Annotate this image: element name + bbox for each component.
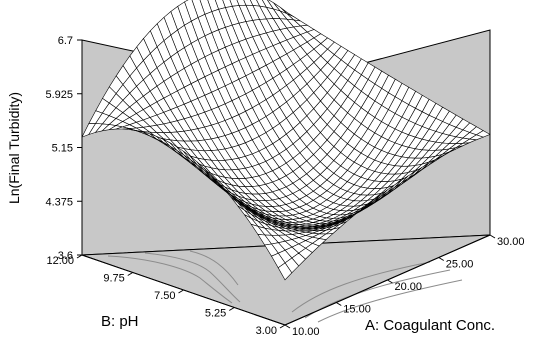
surface-cell <box>277 262 293 281</box>
contour-line <box>189 250 239 286</box>
y-tick-mark <box>279 324 286 329</box>
response-surface-mesh <box>81 0 491 281</box>
x-tick-label: 15.00 <box>343 304 371 316</box>
y-tick-label: 5.25 <box>205 308 226 320</box>
z-tick-label: 4.375 <box>45 196 73 208</box>
x-tick-label: 10.00 <box>292 326 320 338</box>
contour-line <box>107 255 233 304</box>
floor-contours <box>107 250 463 323</box>
y-tick-mark <box>127 272 134 276</box>
x-tick-mark <box>335 302 342 306</box>
x-tick-mark <box>438 257 445 261</box>
z-tick-label: 5.925 <box>45 89 73 101</box>
x-tick-label: 30.00 <box>497 236 525 248</box>
z-tick-label: 6.7 <box>58 35 73 47</box>
y-axis-title: B: pH <box>101 313 139 330</box>
x-tick-mark <box>489 234 496 239</box>
y-tick-mark <box>76 254 83 259</box>
y-tick-label: 9.75 <box>103 273 124 285</box>
contour-line <box>144 252 241 303</box>
z-tick-label: 3.6 <box>58 250 73 262</box>
x-axis-title: A: Coagulant Conc. <box>365 317 495 334</box>
contour-line <box>291 261 431 313</box>
x-tick-mark <box>387 279 393 284</box>
y-tick-mark <box>178 289 184 294</box>
axis-ticks: 3.6 4.375 5.15 5.925 6.7 3.00 5.25 7.50 9.75 12.0… <box>45 35 524 338</box>
z-tick-label: 5.15 <box>52 143 73 155</box>
x-tick-label: 20.00 <box>395 281 423 293</box>
y-tick-label: 3.00 <box>256 325 277 337</box>
y-tick-label: 12.00 <box>46 255 74 267</box>
contour-line <box>317 279 463 323</box>
x-tick-label: 25.00 <box>446 259 474 271</box>
y-tick-mark <box>228 307 235 311</box>
x-tick-mark <box>284 324 291 329</box>
z-axis-title: Ln(Final Turbidity) <box>6 92 22 204</box>
y-tick-label: 7.50 <box>154 290 175 302</box>
